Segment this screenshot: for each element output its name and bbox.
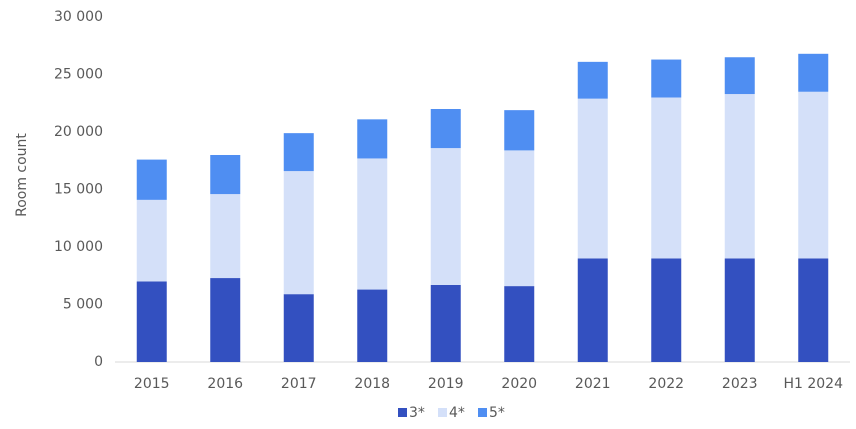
x-tick-label: 2020 [501,376,537,392]
bar-segment [430,109,461,149]
bar-segment [283,171,314,295]
legend-label: 5* [489,405,505,421]
bar-segment [577,61,608,99]
x-tick-label: 2017 [281,376,317,392]
bar-segment [210,194,241,279]
bar-segment [210,278,241,362]
bar-segment [724,258,755,362]
x-tick-label: 2023 [722,376,758,392]
x-tick-label: 2015 [134,376,170,392]
x-tick-label: 2021 [575,376,611,392]
legend-swatch [438,408,447,417]
y-tick-label: 0 [94,354,103,370]
legend-label: 3* [409,405,425,421]
y-tick-label: 30 000 [54,9,103,25]
bar-segment [357,119,388,159]
bar-segment [724,57,755,95]
bar-segment [430,284,461,362]
bar-segment [798,53,829,92]
bar-segment [724,94,755,259]
y-axis-label: Room count [14,133,30,217]
x-tick-label: 2022 [648,376,684,392]
y-tick-label: 5 000 [63,297,103,313]
bar-segment [577,98,608,259]
x-tick-label: H1 2024 [783,376,843,392]
x-tick-label: 2019 [428,376,464,392]
x-tick-label: 2018 [354,376,390,392]
y-tick-label: 20 000 [54,124,103,140]
bar-segment [504,150,535,287]
bar-segment [210,155,241,195]
bar-segment [357,158,388,290]
legend-swatch [478,408,487,417]
bar-segment [577,258,608,362]
bar-segment [136,199,167,282]
bar-segment [283,294,314,362]
bar-segment [283,133,314,172]
bar-segment [504,110,535,151]
legend-swatch [398,408,407,417]
bar-segment [651,59,682,98]
bar-segment [357,289,388,362]
y-tick-label: 25 000 [54,67,103,83]
bar-segment [136,159,167,200]
bar-segment [136,281,167,362]
bar-segment [798,258,829,362]
legend-label: 4* [449,405,465,421]
bar-segment [651,97,682,259]
bar-segment [798,91,829,259]
bar-segment [651,258,682,362]
bar-segment [504,286,535,362]
y-tick-label: 10 000 [54,239,103,255]
y-tick-label: 15 000 [54,182,103,198]
bar-segment [430,148,461,285]
x-tick-label: 2016 [207,376,243,392]
